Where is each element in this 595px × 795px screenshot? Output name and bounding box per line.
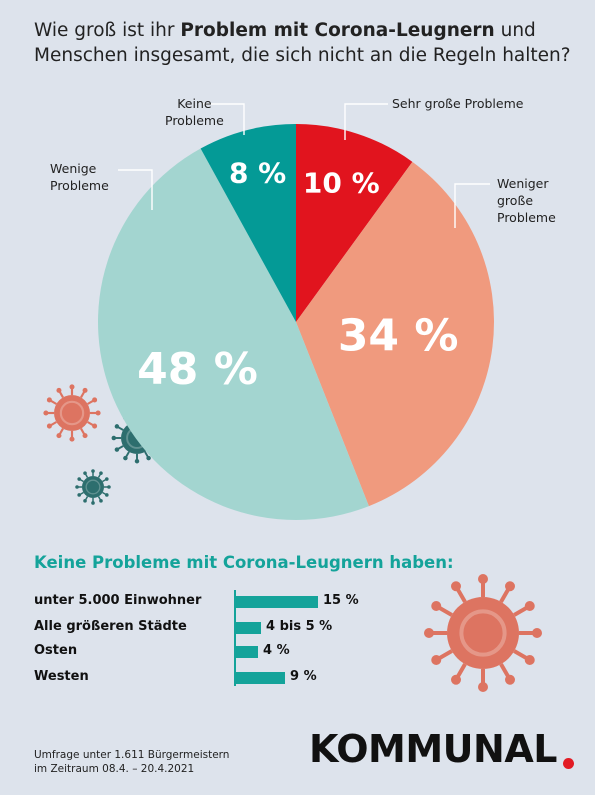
- leader-line: [118, 169, 153, 210]
- slice-value-label: 34 %: [338, 311, 459, 362]
- pie-chart: 10 % 34 % 48 % 8 %: [43, 103, 494, 520]
- bar-category-label: Osten: [34, 643, 78, 658]
- bar-category-label: unter 5.000 Einwohner: [34, 593, 202, 608]
- label-keine-line2: Probleme: [165, 113, 224, 128]
- virus-icon: [75, 469, 111, 505]
- label-wenige-line2: Probleme: [50, 178, 109, 193]
- label-keine-line1: Keine: [177, 96, 212, 111]
- bar: [236, 646, 258, 658]
- label-wenige-line1: Wenige: [50, 161, 97, 176]
- label-wenige-probleme: Wenige Probleme: [50, 160, 109, 194]
- kommunal-logo: KOMMUNAL: [309, 727, 557, 771]
- leader-line: [203, 103, 245, 135]
- virus-icon: [43, 384, 101, 442]
- bar-value-label: 15 %: [323, 593, 359, 608]
- bar-axis-line: [234, 590, 236, 686]
- bar-value-label: 9 %: [290, 669, 317, 684]
- title-part2: und Menschen insgesamt, die sich nicht a…: [34, 20, 571, 66]
- logo-dot: [563, 758, 574, 769]
- pie-slice: [296, 161, 494, 507]
- virus-icon: [424, 574, 542, 692]
- bar: [236, 622, 261, 634]
- leader-line: [344, 103, 388, 140]
- pie-slice: [200, 124, 296, 322]
- bar: [236, 596, 318, 608]
- footnote-line2: im Zeitraum 08.4. – 20.4.2021: [34, 763, 195, 775]
- pie-slice: [97, 148, 369, 520]
- label-keine-probleme: Keine Probleme: [165, 95, 224, 129]
- label-weniger-line1: Weniger: [497, 176, 549, 191]
- bar-category-label: Alle größeren Städte: [34, 619, 187, 634]
- slice-value-label: 8 %: [229, 156, 286, 189]
- bar-value-label: 4 %: [263, 643, 290, 658]
- label-weniger-line2: große: [497, 193, 534, 208]
- bar-category-label: Westen: [34, 669, 89, 684]
- label-weniger-grosse-probleme: Weniger große Probleme: [497, 175, 556, 226]
- pie-slice: [296, 124, 413, 322]
- title-bold: Problem mit Corona-Leugnern: [180, 20, 495, 41]
- slice-value-label: 48 %: [137, 344, 258, 395]
- chart-title: Wie groß ist ihr Problem mit Corona-Leug…: [34, 18, 574, 68]
- title-part1: Wie groß ist ihr: [34, 20, 181, 41]
- bar: [236, 672, 285, 684]
- bar-value-label: 4 bis 5 %: [266, 619, 333, 634]
- label-weniger-line3: Probleme: [497, 210, 556, 225]
- bar-chart-title: Keine Probleme mit Corona-Leugnern haben…: [34, 553, 454, 572]
- leader-line: [454, 183, 490, 228]
- label-sehr-grosse-probleme: Sehr große Probleme: [392, 96, 524, 111]
- footnote: Umfrage unter 1.611 Bürgermeistern im Ze…: [34, 748, 229, 776]
- footnote-line1: Umfrage unter 1.611 Bürgermeistern: [34, 749, 230, 761]
- slice-value-label: 10 %: [303, 167, 380, 200]
